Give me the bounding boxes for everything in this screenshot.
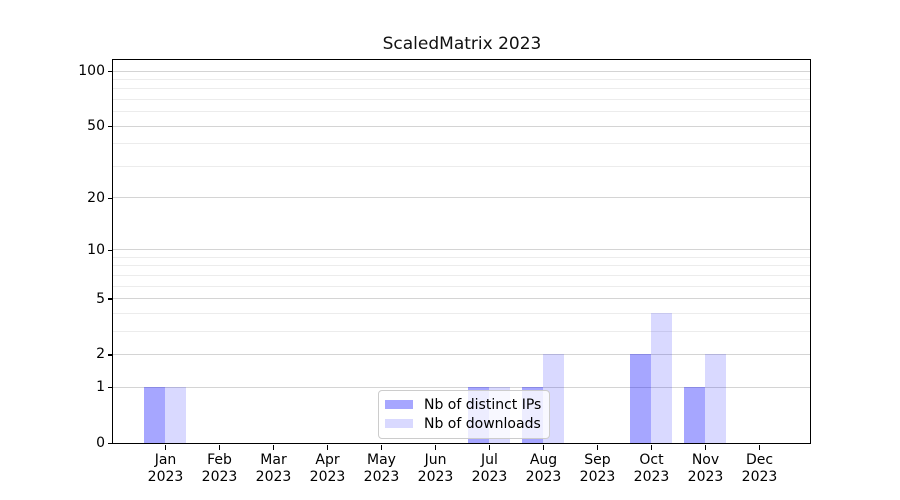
- y-tick-label: 20: [87, 189, 105, 206]
- legend-item-downloads: Nb of downloads: [385, 414, 541, 433]
- y-tick-mark: [107, 298, 112, 300]
- x-tick-mark: [596, 445, 599, 450]
- x-tick-label-may: May 2023: [363, 451, 400, 485]
- gridline-minor: [113, 265, 810, 267]
- legend-swatch-downloads: [385, 418, 413, 429]
- x-tick-mark: [380, 445, 383, 450]
- y-tick-label: 5: [96, 290, 105, 307]
- legend: Nb of distinct IPs Nb of downloads: [378, 390, 551, 439]
- gridline-major: [113, 298, 810, 300]
- x-tick-mark: [326, 445, 329, 450]
- chart-title: ScaledMatrix 2023: [382, 34, 542, 54]
- y-tick-label: 50: [87, 118, 105, 135]
- x-tick-label-mar: Mar 2023: [255, 451, 292, 485]
- gridline-minor: [113, 143, 810, 145]
- gridline-major: [113, 70, 810, 72]
- x-tick-mark: [434, 445, 437, 450]
- gridline-minor: [113, 88, 810, 90]
- x-tick-label-sep: Sep 2023: [579, 451, 616, 485]
- gridline-minor: [113, 312, 810, 314]
- gridline-major: [113, 386, 810, 388]
- gridline-minor: [113, 99, 810, 101]
- x-tick-label-aug: Aug 2023: [525, 451, 562, 485]
- legend-label-distinct-ips: Nb of distinct IPs: [424, 396, 542, 413]
- bar-jan-downloads: [165, 387, 187, 443]
- x-tick-label-jan: Jan 2023: [147, 451, 184, 485]
- bar-jan-distinct-ips: [143, 387, 165, 443]
- x-tick-label-oct: Oct 2023: [633, 451, 670, 485]
- y-tick-mark: [107, 71, 112, 73]
- gridline-major: [113, 125, 810, 127]
- x-tick-label-apr: Apr 2023: [309, 451, 346, 485]
- gridline-minor: [113, 256, 810, 258]
- y-tick-mark: [107, 442, 112, 445]
- x-tick-label-jul: Jul 2023: [471, 451, 508, 485]
- x-tick-label-jun: Jun 2023: [417, 451, 454, 485]
- y-tick-label: 10: [87, 241, 105, 258]
- y-tick-mark: [107, 249, 112, 251]
- legend-label-downloads: Nb of downloads: [424, 415, 541, 432]
- legend-item-distinct-ips: Nb of distinct IPs: [385, 395, 541, 414]
- y-tick-label: 100: [78, 63, 105, 80]
- bar-nov-downloads: [705, 354, 727, 443]
- x-tick-label-feb: Feb 2023: [201, 451, 238, 485]
- gridline-major: [113, 197, 810, 199]
- gridline-minor: [113, 285, 810, 287]
- x-tick-mark: [758, 445, 761, 450]
- x-tick-mark: [488, 445, 491, 450]
- y-tick-mark: [107, 126, 112, 128]
- gridline-minor: [113, 274, 810, 276]
- gridline-major: [113, 353, 810, 355]
- y-tick-mark: [107, 354, 112, 356]
- y-tick-label: 1: [96, 379, 105, 396]
- plot-area: Nb of distinct IPs Nb of downloads: [112, 59, 811, 444]
- gridline-minor: [113, 330, 810, 332]
- bar-nov-distinct-ips: [683, 387, 705, 443]
- y-tick-label: 0: [96, 435, 105, 451]
- x-tick-label-nov: Nov 2023: [687, 451, 724, 485]
- y-tick-label: 2: [96, 346, 105, 363]
- x-tick-mark: [650, 445, 653, 450]
- x-tick-mark: [164, 445, 167, 450]
- x-tick-label-dec: Dec 2023: [741, 451, 778, 485]
- gridline-minor: [113, 165, 810, 167]
- y-tick-mark: [107, 197, 112, 199]
- x-tick-mark: [272, 445, 275, 450]
- bar-oct-downloads: [651, 313, 673, 443]
- gridline-minor: [113, 111, 810, 113]
- x-tick-mark: [218, 445, 221, 450]
- y-tick-mark: [107, 387, 112, 389]
- x-tick-mark: [704, 445, 707, 450]
- bar-oct-distinct-ips: [629, 354, 651, 443]
- legend-swatch-distinct-ips: [385, 399, 413, 410]
- gridline-minor: [113, 79, 810, 81]
- x-tick-mark: [542, 445, 545, 450]
- gridline-major: [113, 249, 810, 251]
